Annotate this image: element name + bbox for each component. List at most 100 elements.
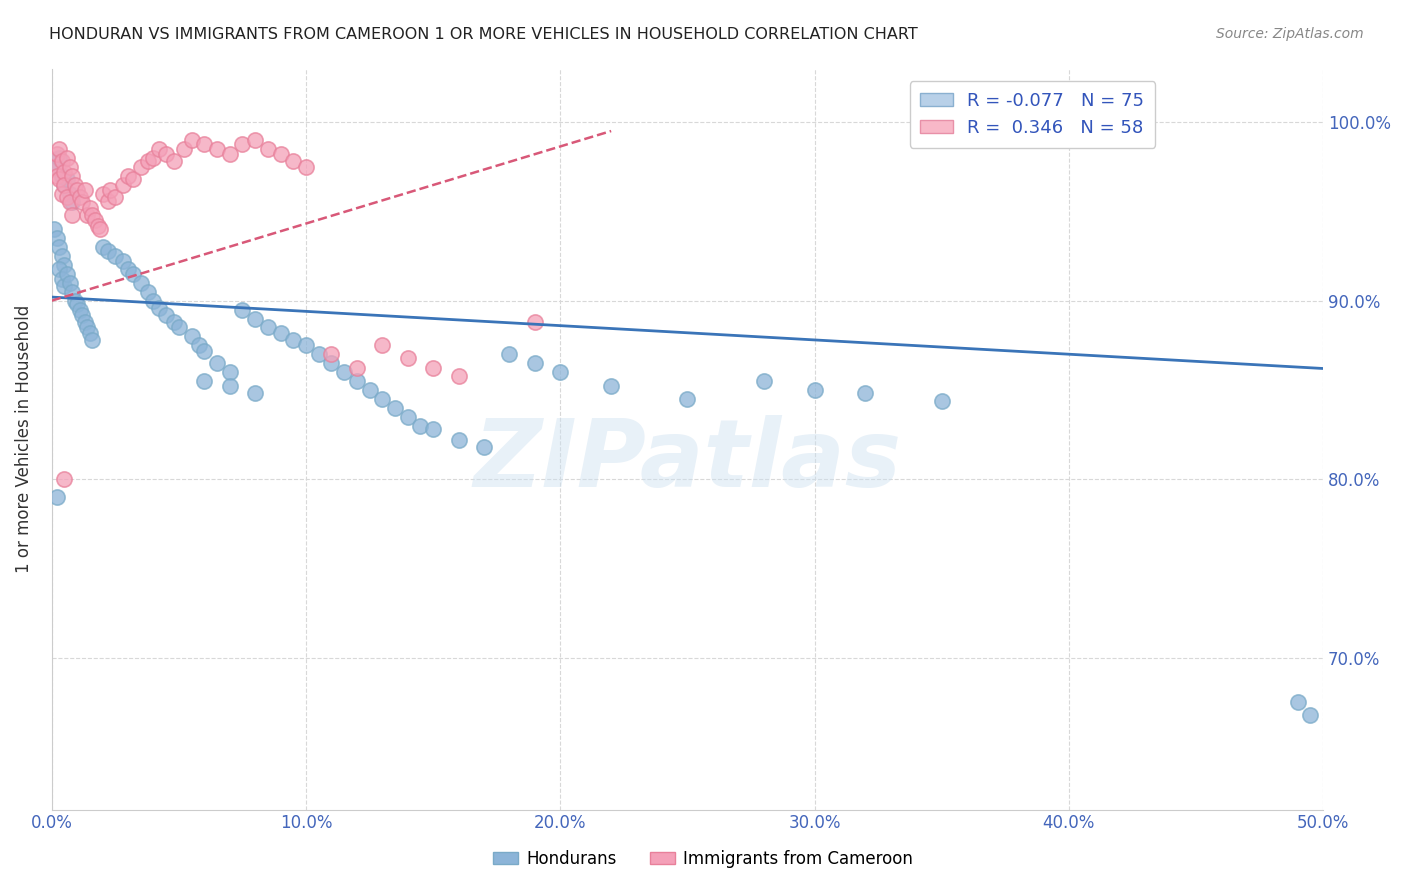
Point (321, 347, 343, 361)
Point (60, 169, 83, 183)
Point (371, 338, 394, 352)
Point (58, 195, 80, 210)
Point (111, 254, 134, 268)
Point (243, 133, 266, 147)
Point (53, 165, 76, 179)
Point (155, 308, 177, 322)
Point (98, 183, 121, 197)
Point (257, 142, 280, 156)
Point (270, 147, 292, 161)
Point (148, 142, 170, 156)
Point (205, 356, 228, 370)
Point (45, 231, 67, 245)
Point (48, 172, 70, 186)
Point (138, 285, 160, 299)
Point (523, 356, 546, 370)
Point (122, 172, 145, 186)
Point (73, 183, 96, 197)
Point (82, 208, 104, 222)
Point (51, 169, 73, 183)
Point (142, 293, 165, 308)
Point (308, 347, 330, 361)
Point (257, 320, 280, 334)
Text: HONDURAN VS IMMIGRANTS FROM CAMEROON 1 OR MORE VEHICLES IN HOUSEHOLD CORRELATION: HONDURAN VS IMMIGRANTS FROM CAMEROON 1 O… (49, 27, 918, 42)
Point (45, 169, 67, 183)
Point (63, 293, 86, 308)
Point (82, 333, 104, 347)
Point (180, 133, 202, 147)
Point (63, 178, 86, 192)
Point (472, 440, 495, 454)
Point (48, 261, 70, 276)
Point (56, 151, 79, 165)
Point (205, 142, 228, 156)
Point (396, 409, 419, 424)
Point (231, 136, 253, 151)
Point (60, 195, 83, 210)
Point (346, 374, 368, 388)
Point (346, 361, 368, 376)
Point (295, 338, 318, 352)
Point (498, 347, 520, 361)
Point (218, 379, 240, 393)
Point (396, 351, 419, 365)
Point (58, 186, 80, 201)
Point (97, 194, 120, 208)
Point (58, 276, 80, 290)
Point (422, 361, 444, 376)
Point (371, 392, 394, 406)
Point (72, 195, 94, 210)
Point (91, 240, 114, 254)
Point (270, 326, 292, 340)
Point (384, 401, 406, 415)
Point (167, 320, 190, 334)
Point (72, 308, 94, 322)
Point (104, 190, 127, 204)
Point (117, 169, 139, 183)
Point (56, 267, 79, 281)
Point (550, 365, 572, 379)
Point (359, 383, 381, 397)
Point (53, 472, 76, 486)
Point (218, 147, 240, 161)
Point (56, 172, 79, 186)
Point (51, 186, 73, 201)
Point (53, 258, 76, 272)
Point (84, 213, 107, 227)
Point (243, 311, 266, 326)
Point (44, 160, 66, 174)
Point (321, 356, 343, 370)
Point (129, 160, 152, 174)
Point (333, 365, 356, 379)
Point (148, 301, 170, 315)
Point (193, 374, 215, 388)
Point (931, 393, 953, 408)
Point (1286, 695, 1309, 709)
Point (523, 315, 546, 329)
Text: ZIPatlas: ZIPatlas (474, 416, 901, 508)
Point (56, 190, 79, 204)
Point (855, 386, 877, 401)
Point (48, 142, 70, 156)
Text: Source: ZipAtlas.com: Source: ZipAtlas.com (1216, 27, 1364, 41)
Point (51, 272, 73, 286)
Point (73, 315, 96, 329)
Point (44, 222, 66, 236)
Point (600, 379, 623, 393)
Point (60, 208, 83, 222)
Point (76, 208, 98, 222)
Point (66, 297, 89, 311)
Point (58, 160, 80, 174)
Point (193, 343, 215, 358)
Legend: Hondurans, Immigrants from Cameroon: Hondurans, Immigrants from Cameroon (486, 844, 920, 875)
Point (231, 302, 253, 317)
Point (295, 160, 318, 174)
Point (45, 160, 67, 174)
Point (803, 383, 825, 397)
Point (676, 392, 699, 406)
Point (409, 418, 432, 433)
Point (283, 154, 305, 169)
Point (117, 261, 139, 276)
Point (173, 142, 195, 156)
Point (66, 183, 89, 197)
